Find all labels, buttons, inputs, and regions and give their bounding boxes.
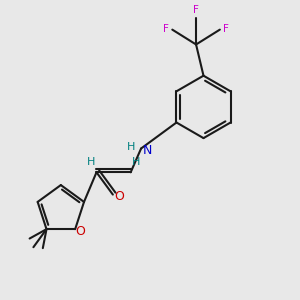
Text: F: F (224, 24, 229, 34)
Text: H: H (128, 142, 136, 152)
Text: O: O (76, 225, 85, 238)
Text: F: F (193, 5, 199, 15)
Text: H: H (87, 157, 95, 167)
Text: F: F (163, 24, 169, 34)
Text: O: O (114, 190, 124, 203)
Text: H: H (132, 157, 140, 167)
Text: N: N (142, 143, 152, 157)
